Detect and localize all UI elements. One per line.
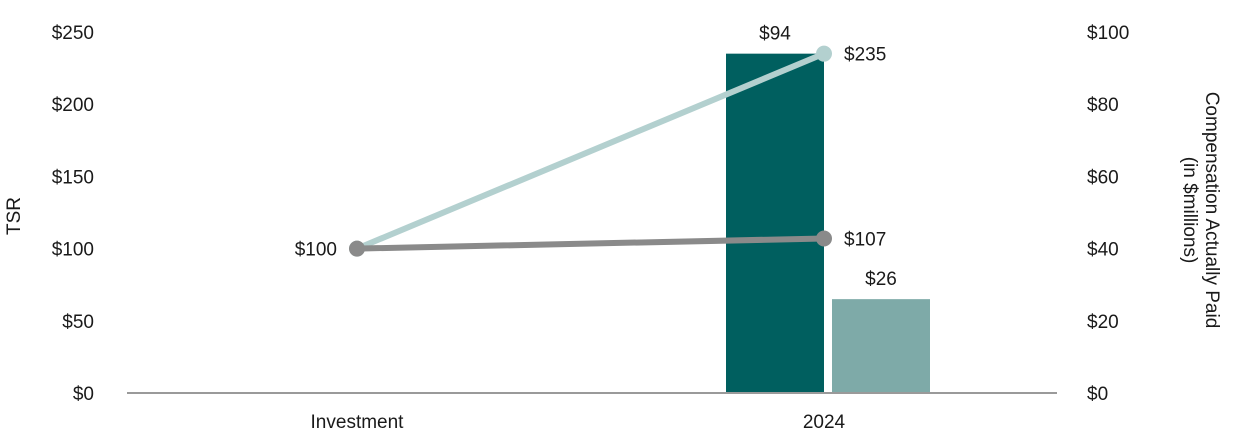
right-axis-title-line1: Compensation Actually Paid [1201,92,1222,329]
left-tick-label: $50 [62,312,94,333]
series-1-point-label: $100 [295,240,337,261]
category-label: 2024 [803,412,846,432]
x-axis-categories: Investment 2024 [311,412,846,432]
right-axis-ticks: $0 $20 $40 $60 $80 $100 [1087,23,1129,405]
right-tick-label: $20 [1087,312,1119,333]
left-tick-label: $150 [52,167,94,188]
series-1-point-label: $235 [844,45,886,66]
right-tick-label: $80 [1087,95,1119,116]
bar-1-value-label: $94 [759,24,791,45]
series-lines: $100 $235 $107 [295,45,887,261]
series-2-point [349,240,365,257]
series-1-point [816,45,832,62]
series-2-point [816,230,832,247]
series-2-line [354,235,827,252]
right-tick-label: $60 [1087,167,1119,188]
left-tick-label: $250 [52,23,94,44]
series-1-line [354,50,827,252]
bars: $94 $26 [726,24,930,393]
right-tick-label: $100 [1087,23,1129,44]
bar-1 [726,53,824,393]
series-2-point-label: $107 [844,229,886,250]
left-axis-ticks: $0 $50 $100 $150 $200 $250 [52,23,94,405]
bar-2-value-label: $26 [865,269,897,290]
left-axis-title: TSR [4,197,25,235]
left-tick-label: $200 [52,95,94,116]
left-tick-label: $100 [52,240,94,261]
right-tick-label: $40 [1087,240,1119,261]
bar-2 [832,299,930,393]
right-tick-label: $0 [1087,384,1108,405]
left-tick-label: $0 [73,384,94,405]
category-label: Investment [311,412,405,432]
right-axis-title-line2: (in $millions) [1179,157,1200,264]
